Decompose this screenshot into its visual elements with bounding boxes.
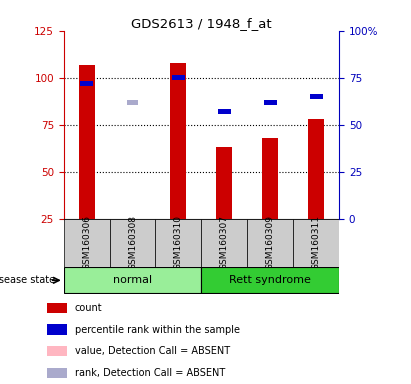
FancyBboxPatch shape [201,219,247,267]
Bar [47,303,67,313]
Bar [218,109,231,114]
Text: GSM160309: GSM160309 [266,215,275,270]
FancyBboxPatch shape [155,219,201,267]
Bar [47,346,67,356]
FancyBboxPatch shape [247,219,293,267]
Text: Rett syndrome: Rett syndrome [229,275,311,285]
Title: GDS2613 / 1948_f_at: GDS2613 / 1948_f_at [131,17,272,30]
Bar [262,138,278,219]
Bar [47,324,67,335]
Bar [80,81,93,86]
Bar [310,94,323,99]
Bar [216,147,232,219]
Bar [127,100,138,104]
FancyBboxPatch shape [64,219,110,267]
Text: value, Detection Call = ABSENT: value, Detection Call = ABSENT [75,346,230,356]
Text: GSM160308: GSM160308 [128,215,137,270]
Text: percentile rank within the sample: percentile rank within the sample [75,324,240,334]
Bar [171,63,187,219]
Text: GSM160311: GSM160311 [312,215,321,270]
Text: count: count [75,303,102,313]
Bar [172,75,185,80]
Text: disease state: disease state [0,275,55,285]
Text: GSM160306: GSM160306 [82,215,91,270]
Bar [79,65,95,219]
FancyBboxPatch shape [201,267,339,293]
Bar [264,100,277,104]
Text: GSM160307: GSM160307 [220,215,229,270]
FancyBboxPatch shape [110,219,155,267]
Bar [47,367,67,378]
Text: GSM160310: GSM160310 [174,215,183,270]
FancyBboxPatch shape [64,267,201,293]
FancyBboxPatch shape [293,219,339,267]
Bar [308,119,324,219]
Text: normal: normal [113,275,152,285]
Text: rank, Detection Call = ABSENT: rank, Detection Call = ABSENT [75,368,225,378]
